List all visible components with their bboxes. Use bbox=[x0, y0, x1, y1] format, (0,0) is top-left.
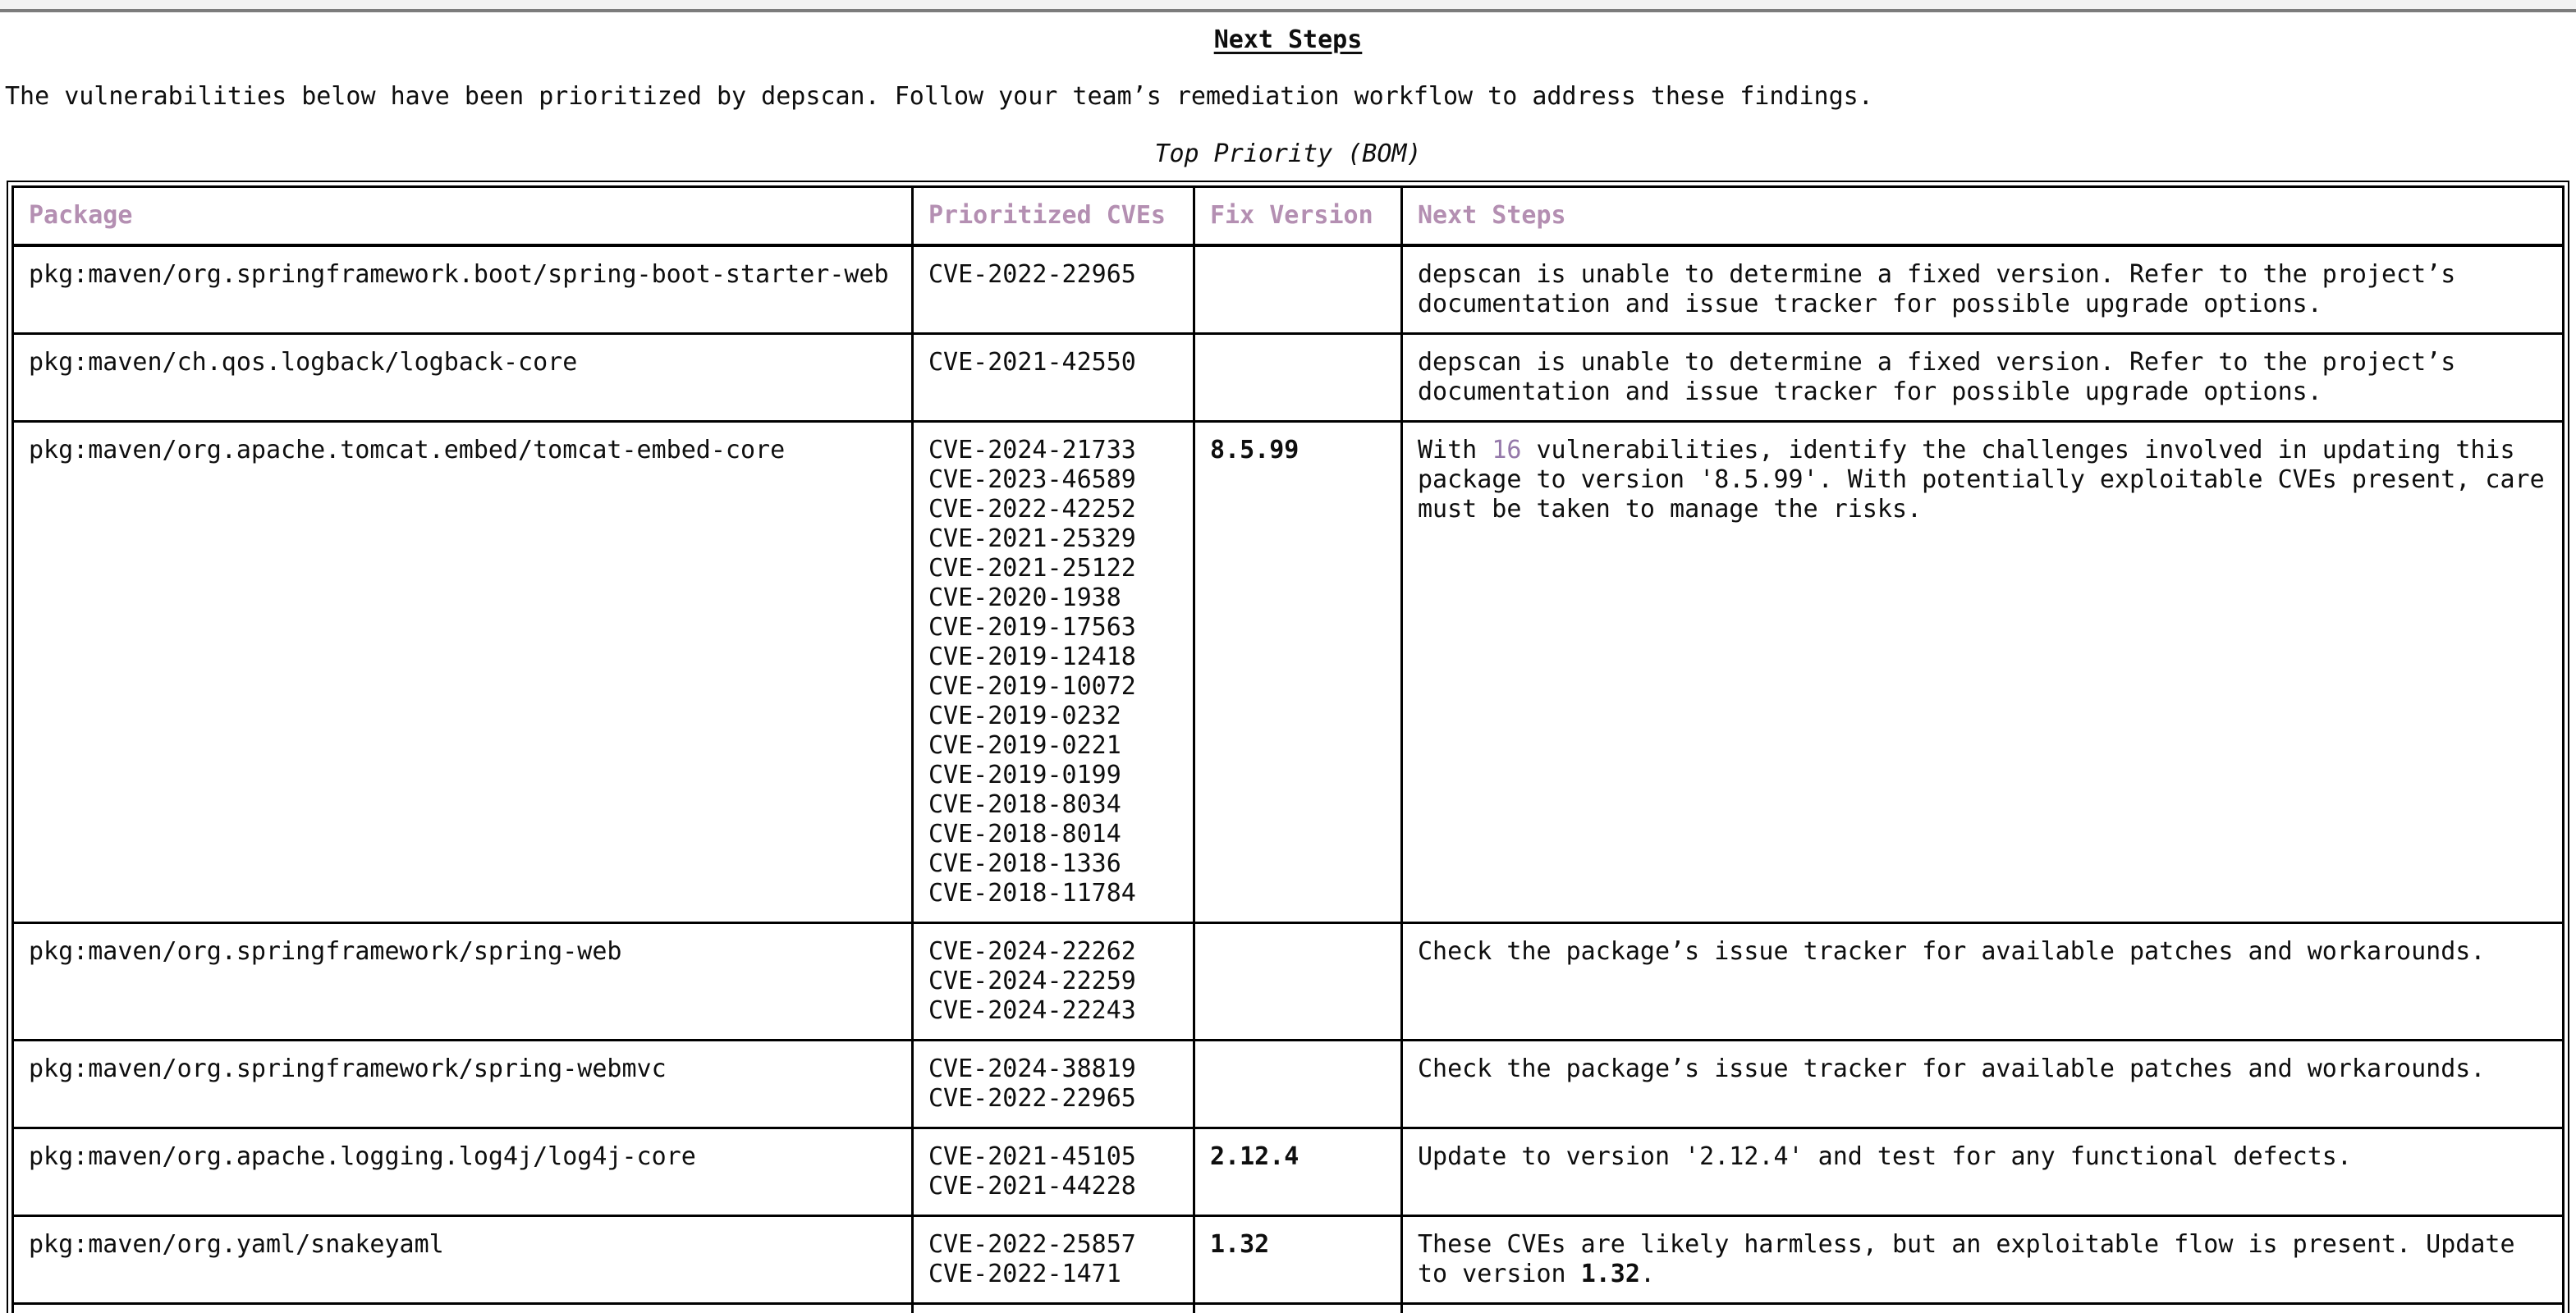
fix-version-cell: 2.12.4 bbox=[1193, 1127, 1403, 1217]
cves-cell: CVE-2024-22262 CVE-2024-22259 CVE-2024-2… bbox=[911, 922, 1195, 1041]
intro-text: The vulnerabilities below have been prio… bbox=[5, 82, 1873, 111]
cves-cell bbox=[911, 1302, 1195, 1313]
next-steps-text: . bbox=[1639, 1260, 1655, 1288]
cves-cell: CVE-2024-21733 CVE-2023-46589 CVE-2022-4… bbox=[911, 420, 1195, 924]
cves-cell: CVE-2022-25857 CVE-2022-1471 bbox=[911, 1215, 1195, 1305]
header-package: Package bbox=[11, 185, 914, 247]
package-cell bbox=[11, 1302, 914, 1313]
header-fix-version: Fix Version bbox=[1193, 185, 1403, 247]
next-steps-cell: Check the package’s issue tracker for av… bbox=[1400, 1039, 2565, 1129]
fix-version-cell bbox=[1193, 922, 1403, 1041]
cves-cell: CVE-2021-45105 CVE-2021-44228 bbox=[911, 1127, 1195, 1217]
next-steps-text: depscan is unable to determine a fixed v… bbox=[1418, 348, 2456, 406]
next-steps-cell: depscan is unable to determine a fixed v… bbox=[1400, 332, 2565, 423]
next-steps-cell bbox=[1400, 1302, 2565, 1313]
table-body: pkg:maven/org.springframework.boot/sprin… bbox=[11, 244, 2565, 1313]
table-caption: Top Priority (BOM) bbox=[1154, 140, 1422, 168]
package-cell: pkg:maven/org.apache.tomcat.embed/tomcat… bbox=[11, 420, 914, 924]
priority-table: Package Prioritized CVEs Fix Version Nex… bbox=[11, 185, 2565, 1313]
next-steps-cell: Check the package’s issue tracker for av… bbox=[1400, 922, 2565, 1041]
fix-version-cell bbox=[1193, 332, 1403, 423]
next-steps-text: Check the package’s issue tracker for av… bbox=[1418, 1055, 2486, 1083]
next-steps-cell: Update to version '2.12.4' and test for … bbox=[1400, 1127, 2565, 1217]
next-steps-text: With bbox=[1418, 436, 1492, 464]
package-cell: pkg:maven/org.springframework.boot/sprin… bbox=[11, 244, 914, 335]
table-header-row: Package Prioritized CVEs Fix Version Nex… bbox=[11, 185, 2565, 247]
next-steps-cell: With 16 vulnerabilities, identify the ch… bbox=[1400, 420, 2565, 924]
fix-version-cell bbox=[1193, 1302, 1403, 1313]
vuln-count-text: 16 bbox=[1492, 436, 1522, 464]
window-edge-line bbox=[0, 9, 2576, 12]
table-row: pkg:maven/org.yaml/snakeyaml CVE-2022-258… bbox=[11, 1215, 2565, 1305]
version-emphasis-text: 1.32 bbox=[1580, 1260, 1640, 1288]
fix-version-cell bbox=[1193, 244, 1403, 335]
cves-cell: CVE-2022-22965 bbox=[911, 244, 1195, 335]
package-cell: pkg:maven/org.apache.logging.log4j/log4j… bbox=[11, 1127, 914, 1217]
next-steps-text: These CVEs are likely harmless, but an e… bbox=[1418, 1230, 2515, 1288]
header-next-steps: Next Steps bbox=[1400, 185, 2565, 247]
package-cell: pkg:maven/org.yaml/snakeyaml bbox=[11, 1215, 914, 1305]
next-steps-text: vulnerabilities, identify the challenges… bbox=[1418, 436, 2545, 524]
header-cves: Prioritized CVEs bbox=[911, 185, 1195, 247]
next-steps-text: Check the package’s issue tracker for av… bbox=[1418, 937, 2486, 966]
next-steps-text: depscan is unable to determine a fixed v… bbox=[1418, 260, 2456, 318]
table-row: pkg:maven/org.apache.tomcat.embed/tomcat… bbox=[11, 420, 2565, 924]
table-row: pkg:maven/ch.qos.logback/logback-core CVE… bbox=[11, 332, 2565, 423]
table-row: pkg:maven/org.springframework/spring-web… bbox=[11, 922, 2565, 1041]
table-row-partial bbox=[11, 1302, 2565, 1313]
fix-version-cell: 1.32 bbox=[1193, 1215, 1403, 1305]
package-cell: pkg:maven/org.springframework/spring-web… bbox=[11, 1039, 914, 1129]
table-row: pkg:maven/org.springframework/spring-web… bbox=[11, 1039, 2565, 1129]
window-edge-strip bbox=[0, 0, 2576, 9]
package-cell: pkg:maven/ch.qos.logback/logback-core bbox=[11, 332, 914, 423]
priority-table-frame: Package Prioritized CVEs Fix Version Nex… bbox=[7, 181, 2569, 1313]
cves-cell: CVE-2021-42550 bbox=[911, 332, 1195, 423]
next-steps-cell: These CVEs are likely harmless, but an e… bbox=[1400, 1215, 2565, 1305]
cves-cell: CVE-2024-38819 CVE-2022-22965 bbox=[911, 1039, 1195, 1129]
table-row: pkg:maven/org.apache.logging.log4j/log4j… bbox=[11, 1127, 2565, 1217]
table-row: pkg:maven/org.springframework.boot/sprin… bbox=[11, 244, 2565, 335]
package-cell: pkg:maven/org.springframework/spring-web bbox=[11, 922, 914, 1041]
page-title: Next Steps bbox=[1213, 25, 1363, 54]
next-steps-text: Update to version '2.12.4' and test for … bbox=[1418, 1142, 2352, 1171]
fix-version-cell bbox=[1193, 1039, 1403, 1129]
fix-version-cell: 8.5.99 bbox=[1193, 420, 1403, 924]
next-steps-cell: depscan is unable to determine a fixed v… bbox=[1400, 244, 2565, 335]
